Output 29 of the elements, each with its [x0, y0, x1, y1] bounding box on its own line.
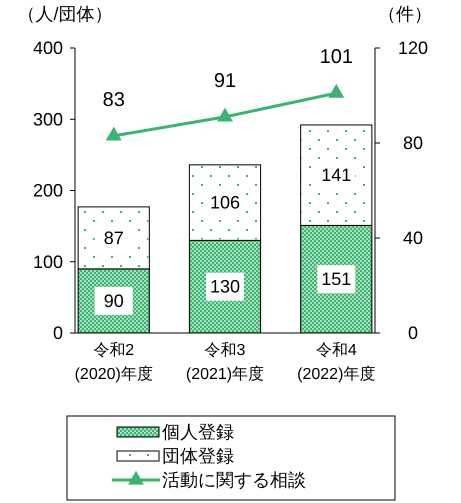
data-label: 87: [104, 228, 124, 248]
y2-tick-label: 80: [402, 133, 424, 153]
data-label: 130: [210, 276, 240, 297]
data-label: 101: [320, 46, 353, 68]
data-label: 91: [214, 70, 236, 92]
point: [217, 108, 233, 122]
x-tick-label: 令和3 (2021)年度: [186, 341, 264, 383]
data-label: 90: [104, 290, 124, 311]
data-label: 151: [321, 269, 352, 290]
point: [328, 84, 344, 98]
data-label: 83: [102, 88, 125, 111]
y-tick-label: 300: [32, 109, 63, 130]
data-label: 141: [321, 165, 352, 186]
y-tick-label: 400: [32, 38, 63, 58]
y-axis-title: （人/団体）: [17, 4, 113, 24]
legend-label: 活動に関する相談: [162, 470, 306, 490]
y-tick-label: 100: [32, 252, 63, 272]
legend-label: 団体登録: [162, 446, 234, 466]
data-label: 106: [210, 192, 240, 213]
y-tick-label: 0: [52, 323, 63, 343]
point: [106, 126, 122, 140]
legend-label: 個人登録: [162, 422, 234, 442]
y2-axis-title: （件）: [378, 4, 432, 24]
x-tick-label: 令和4 (2022)年度: [297, 341, 376, 383]
y2-tick-label: 40: [402, 228, 424, 248]
x-tick-label: 令和2 (2020)年度: [74, 341, 153, 383]
y2-tick-label: 0: [408, 323, 418, 343]
y-tick-label: 200: [32, 180, 63, 200]
y2-tick-label: 120: [398, 38, 428, 58]
